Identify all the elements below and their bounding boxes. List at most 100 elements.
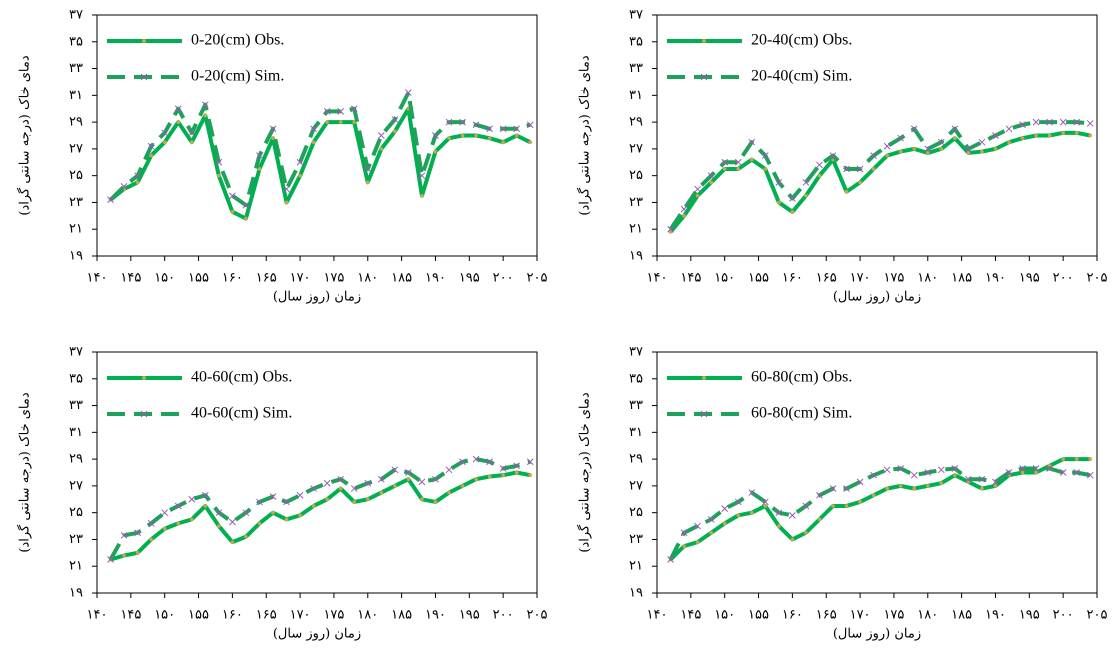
marker <box>311 140 316 144</box>
marker <box>763 504 768 508</box>
marker <box>953 473 957 477</box>
marker <box>393 129 397 134</box>
marker <box>162 526 167 531</box>
y-tick-label: ۳۱ <box>629 425 643 440</box>
x-tick-label: ۲۰۰ <box>493 608 514 623</box>
marker <box>870 152 877 159</box>
x-tick-label: ۱۶۰ <box>782 271 803 286</box>
marker <box>722 167 727 171</box>
marker <box>925 151 930 155</box>
marker <box>174 105 182 113</box>
series-line <box>109 470 531 562</box>
marker <box>736 513 741 518</box>
marker <box>501 140 505 144</box>
x-tick-label: ۱۸۰ <box>357 271 378 286</box>
marker <box>939 481 944 486</box>
y-tick-label: ۲۱ <box>629 222 643 237</box>
marker <box>925 484 930 488</box>
y-tick-label: ۲۳ <box>69 195 83 210</box>
marker <box>135 551 140 555</box>
marker <box>1088 133 1093 138</box>
y-tick-label: ۳۵ <box>69 34 83 49</box>
marker <box>418 172 426 180</box>
marker <box>844 504 849 508</box>
y-axis-title: دمای خاک (درجه سانتی گراد) <box>17 55 33 215</box>
marker <box>217 524 221 528</box>
marker <box>405 469 412 476</box>
marker <box>283 498 290 506</box>
marker <box>912 486 917 491</box>
x-tick-label: ۱۴۵ <box>120 271 141 286</box>
marker <box>695 193 700 198</box>
x-tick-label: ۱۶۵ <box>256 608 277 623</box>
legend-label: 40-60(cm) Sim. <box>191 405 292 422</box>
y-tick-label: ۳۱ <box>69 88 83 103</box>
y-tick-label: ۲۱ <box>629 559 643 574</box>
legend-label: 60-80(cm) Obs. <box>751 369 852 386</box>
marker <box>499 465 507 472</box>
marker <box>514 133 519 138</box>
marker <box>472 455 480 463</box>
marker <box>162 140 167 144</box>
marker <box>748 138 756 146</box>
plot-frame <box>656 14 1098 257</box>
y-tick-label: ۲۱ <box>69 559 83 574</box>
marker <box>1005 469 1013 476</box>
marker <box>761 498 769 506</box>
marker <box>883 466 891 474</box>
marker <box>350 485 358 492</box>
legend-label: 40-60(cm) Obs. <box>191 369 292 386</box>
y-tick-label: ۲۹ <box>629 452 643 467</box>
marker <box>161 129 169 137</box>
marker <box>433 500 438 504</box>
marker <box>215 509 223 517</box>
x-tick-label: ۱۵۰ <box>154 608 175 623</box>
series-line <box>669 130 1091 234</box>
marker <box>777 200 781 205</box>
marker <box>1059 118 1067 126</box>
x-tick-label: ۱۸۵ <box>951 608 972 623</box>
marker <box>134 529 141 537</box>
marker <box>379 490 384 495</box>
x-tick-label: ۱۵۵ <box>748 271 769 286</box>
y-tick-label: ۲۹ <box>69 452 83 467</box>
marker <box>668 230 673 234</box>
marker <box>843 165 850 173</box>
marker <box>501 473 505 477</box>
marker <box>528 473 533 477</box>
marker <box>924 145 932 153</box>
y-tick-label: ۲۷ <box>69 141 83 156</box>
y-tick-label: ۱۹ <box>69 249 83 264</box>
y-tick-label: ۲۹ <box>69 115 83 130</box>
x-tick-label: ۱۷۵ <box>323 608 344 623</box>
marker <box>965 145 972 153</box>
x-tick-label: ۱۸۵ <box>391 608 412 623</box>
marker <box>1074 457 1079 461</box>
panel: ۱۹ ۲۱ ۲۳ ۲۵ ۲۷ ۲۹ ۳۱ ۳۳ ۳۵ ۳۷ ۱۴۰ ۱۴۵ ۱۵۰ ۱۵۵ ۱۶۰ ۱۶۵ ۱۷… <box>17 8 548 305</box>
x-tick-label: ۱۷۰ <box>290 271 311 286</box>
marker <box>1074 131 1079 135</box>
marker <box>1032 118 1040 126</box>
x-tick-label: ۱۸۰ <box>917 608 938 623</box>
marker <box>816 161 823 169</box>
marker <box>365 180 370 185</box>
marker <box>323 479 331 487</box>
marker <box>912 147 917 151</box>
marker <box>897 134 905 142</box>
marker <box>298 513 302 518</box>
marker <box>472 121 480 129</box>
marker <box>1034 133 1038 138</box>
marker <box>393 484 397 488</box>
marker <box>134 172 141 180</box>
marker <box>120 183 128 190</box>
legend-marker <box>702 376 706 380</box>
marker <box>487 136 492 140</box>
marker <box>269 125 277 133</box>
marker <box>459 118 466 126</box>
marker <box>682 544 686 548</box>
marker <box>201 491 209 499</box>
x-tick-label: ۱۴۵ <box>680 271 701 286</box>
marker <box>460 484 465 488</box>
y-axis-title: دمای خاک (درجه سانتی گراد) <box>577 392 593 552</box>
